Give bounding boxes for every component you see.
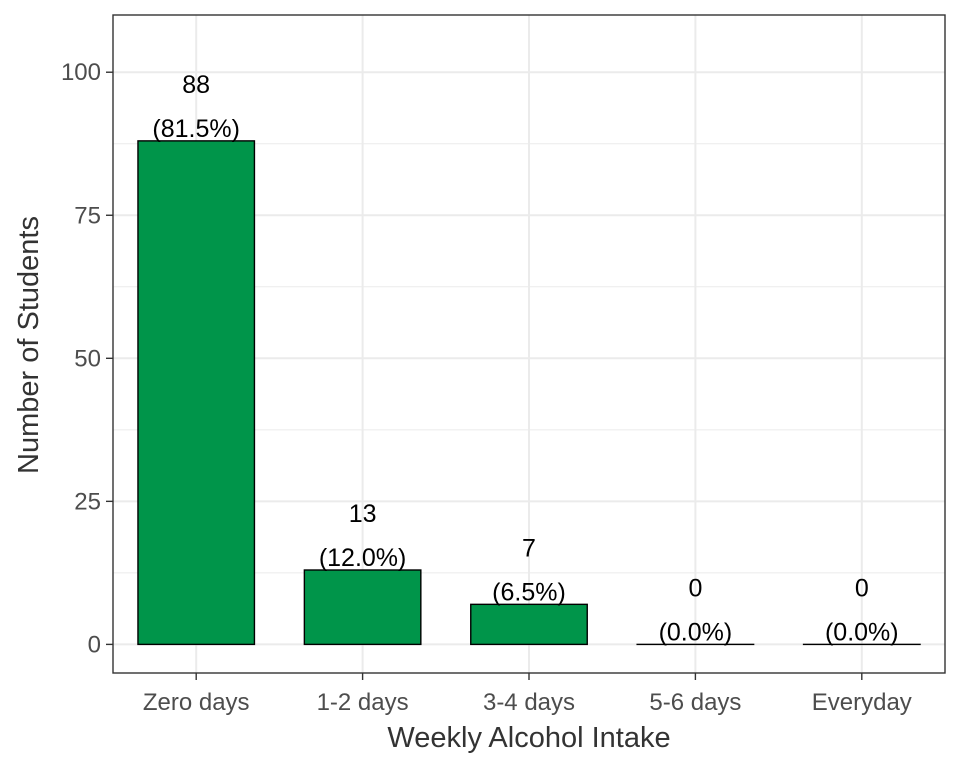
value-label: 0 (855, 574, 869, 602)
y-tick-label: 75 (74, 202, 101, 229)
x-tick-label: Everyday (812, 689, 912, 716)
value-label: 88 (182, 71, 210, 99)
bar-labels: (81.5%) 88 (12.0%) 13 (6.5%) 7 (0.0%) 0 (0.0%) 0 (152, 71, 898, 647)
x-tick-label: Zero days (143, 689, 250, 716)
value-label: 13 (349, 500, 377, 528)
y-tick-label: 0 (88, 631, 101, 658)
percent-label: (0.0%) (825, 618, 899, 646)
y-tick-label: 100 (61, 59, 101, 86)
percent-label: (6.5%) (492, 578, 566, 606)
bar-zero-days (137, 140, 256, 646)
percent-label: (12.0%) (319, 544, 407, 572)
y-axis-title: Number of Students (13, 216, 45, 474)
bars (137, 140, 921, 646)
y-axis: 0 25 50 75 100 (61, 59, 113, 658)
x-tick-label: 1-2 days (317, 689, 409, 716)
bar-1-2-days (303, 569, 422, 646)
x-axis-title: Weekly Alcohol Intake (387, 722, 670, 754)
percent-label: (81.5%) (152, 115, 240, 143)
bar-3-4-days (470, 603, 588, 646)
y-tick-label: 25 (74, 488, 101, 515)
value-label: 7 (522, 534, 536, 562)
x-tick-label: 5-6 days (649, 689, 741, 716)
value-label: 0 (688, 574, 702, 602)
y-tick-label: 50 (74, 345, 101, 372)
percent-label: (0.0%) (659, 618, 733, 646)
x-axis: Zero days 1-2 days 3-4 days 5-6 days Everyda… (143, 673, 912, 716)
x-tick-label: 3-4 days (483, 689, 575, 716)
